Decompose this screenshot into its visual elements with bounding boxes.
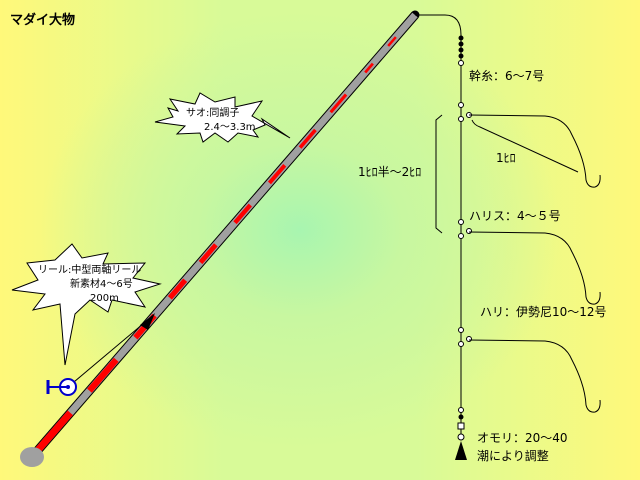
reel-label-line2: 新素材4～6号 — [70, 279, 133, 290]
rod — [20, 10, 420, 467]
rod-red-segment — [167, 278, 188, 300]
reel-icon — [46, 378, 77, 396]
rod-red-segment — [233, 203, 252, 225]
rod-red-segment — [329, 93, 348, 114]
reel-label-line1: リール:中型両軸リール — [38, 265, 142, 276]
reel-callout — [11, 243, 162, 366]
rod-label-line1: サオ:同調子 — [186, 108, 240, 119]
spacing-label: 1ﾋﾛ半～2ﾋﾛ — [358, 165, 422, 179]
sinker-label-line1: オモリ：20～40 — [477, 431, 568, 445]
rod-red-segment — [198, 243, 218, 265]
spacing-bracket — [435, 114, 443, 234]
reel-label-line3: 200m — [90, 293, 119, 304]
branches — [435, 114, 601, 413]
hook-label: ハリ：伊勢尼10～12号 — [480, 305, 607, 319]
rod-red-segment — [87, 357, 119, 393]
rod-red-segment — [387, 36, 397, 47]
branch-length-label: 1ﾋﾛ — [496, 151, 516, 165]
sinker-label-line2: 潮により調整 — [477, 449, 549, 463]
rod-callout — [154, 92, 291, 143]
page-title: マダイ大物 — [10, 13, 76, 28]
line-guide — [140, 313, 155, 330]
swivels — [458, 35, 464, 59]
rod-red-segment — [364, 62, 374, 74]
main-line — [415, 14, 462, 440]
harisu-label: ハリス：4～５号 — [469, 209, 561, 223]
rod-red-segment — [267, 163, 287, 185]
rod-label-line2: 2.4～3.3m — [204, 122, 256, 133]
mainline-label: 幹糸：6～7号 — [469, 69, 545, 83]
rod-butt — [20, 447, 44, 467]
rod-red-segment — [298, 128, 317, 149]
sinker-icon — [455, 414, 467, 460]
